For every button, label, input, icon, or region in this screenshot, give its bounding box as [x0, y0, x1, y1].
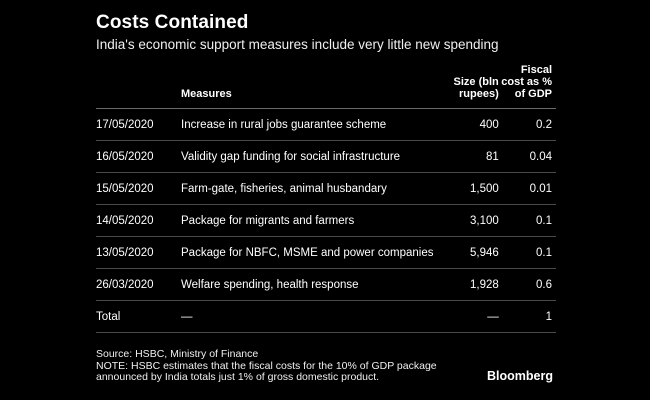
row-size: 400 — [443, 108, 501, 141]
row-date: 26/03/2020 — [96, 268, 181, 301]
chart-title: Costs Contained — [96, 12, 249, 33]
row-date: 15/05/2020 — [96, 172, 181, 205]
row-size: 3,100 — [443, 204, 501, 237]
table-row: 14/05/2020 Package for migrants and farme… — [96, 204, 556, 237]
chart-subtitle: India's economic support measures includ… — [96, 37, 499, 52]
row-measure: Package for NBFC, MSME and power compani… — [181, 236, 444, 269]
row-date: Total — [96, 300, 181, 333]
row-measure: Increase in rural jobs guarantee scheme — [181, 108, 444, 141]
source-note: Source: HSBC, Ministry of Finance — [96, 348, 259, 360]
measures-table: Measures Size (bln rupees) Fiscal cost a… — [96, 64, 556, 333]
table-row: 16/05/2020 Validity gap funding for socia… — [96, 140, 556, 173]
header-fiscal-cost: Fiscal cost as % of GDP — [500, 64, 556, 109]
row-fiscal-cost: 0.04 — [500, 140, 556, 173]
row-date: 16/05/2020 — [96, 140, 181, 173]
note-line-1: NOTE: HSBC estimates that the fiscal cos… — [96, 359, 437, 372]
row-fiscal-cost: 0.01 — [500, 172, 556, 205]
row-fiscal-cost: 0.1 — [500, 204, 556, 237]
table-row: 13/05/2020 Package for NBFC, MSME and pow… — [96, 236, 556, 269]
row-fiscal-cost: 0.6 — [500, 268, 556, 301]
table-row: 17/05/2020 Increase in rural jobs guarant… — [96, 108, 556, 141]
row-fiscal-cost: 0.2 — [500, 108, 556, 141]
row-fiscal-cost: 0.1 — [500, 236, 556, 269]
table-row: 26/03/2020 Welfare spending, health respo… — [96, 268, 556, 301]
header-date — [96, 64, 181, 109]
row-date: 17/05/2020 — [96, 108, 181, 141]
row-fiscal-cost: 1 — [500, 300, 556, 333]
row-size: 81 — [443, 140, 501, 173]
note-line-2: announced by India totals just 1% of gro… — [96, 371, 380, 383]
bloomberg-logo: Bloomberg — [487, 369, 553, 383]
row-size: 1,500 — [443, 172, 501, 205]
table-row: 15/05/2020 Farm-gate, fisheries, animal h… — [96, 172, 556, 205]
row-measure: Validity gap funding for social infrastr… — [181, 140, 444, 173]
header-measures: Measures — [181, 64, 444, 109]
row-size: 1,928 — [443, 268, 501, 301]
table-row: Total — —1 — [96, 300, 556, 333]
chart-footer: Source: HSBC, Ministry of Finance NOTE: … — [96, 348, 437, 384]
row-size: — — [443, 300, 501, 333]
table-header-row: Measures Size (bln rupees) Fiscal cost a… — [96, 64, 556, 109]
header-size: Size (bln rupees) — [443, 64, 501, 109]
row-date: 14/05/2020 — [96, 204, 181, 237]
row-measure: Farm-gate, fisheries, animal husbandary — [181, 172, 444, 205]
row-size: 5,946 — [443, 236, 501, 269]
row-measure: Package for migrants and farmers — [181, 204, 444, 237]
row-date: 13/05/2020 — [96, 236, 181, 269]
row-measure: — — [181, 300, 444, 333]
row-measure: Welfare spending, health response — [181, 268, 444, 301]
